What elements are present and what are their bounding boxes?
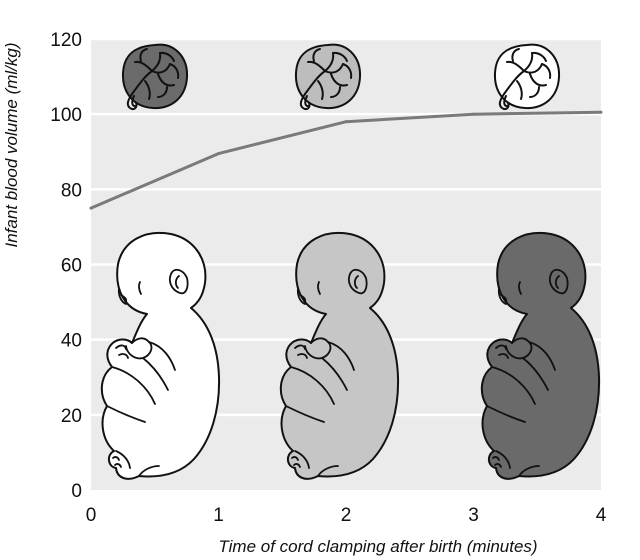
y-tick-label: 40	[61, 331, 82, 352]
x-axis-ticks: 0 1 2 3 4	[86, 505, 607, 526]
y-tick-label: 60	[61, 256, 82, 277]
infant-light-grey	[279, 231, 400, 480]
infant-white	[100, 231, 221, 480]
y-tick-label: 80	[61, 180, 82, 201]
data-point	[472, 112, 475, 116]
infant-illustrations	[100, 231, 601, 480]
y-axis-label: Infant blood volume (ml/kg)	[2, 42, 21, 247]
x-tick-label: 0	[86, 505, 97, 526]
x-tick-label: 4	[596, 505, 607, 526]
series-layer	[89, 110, 603, 210]
infant-dark-grey	[480, 231, 601, 480]
data-point	[217, 152, 220, 156]
data-point	[599, 110, 603, 114]
x-tick-label: 2	[341, 505, 352, 526]
placenta-light	[493, 43, 561, 111]
x-axis-label: Time of cord clamping after birth (minut…	[218, 537, 537, 556]
y-tick-label: 100	[50, 105, 82, 126]
x-tick-label: 1	[213, 505, 224, 526]
data-point	[89, 206, 93, 210]
x-tick-label: 3	[468, 505, 479, 526]
placenta-dark	[121, 43, 189, 111]
y-tick-label: 0	[71, 481, 82, 502]
placenta-medium	[294, 43, 362, 111]
y-axis-ticks: 0 20 40 60 80 100 120	[50, 30, 82, 502]
y-tick-label: 20	[61, 406, 82, 427]
data-point	[344, 120, 348, 124]
y-tick-label: 120	[50, 30, 82, 51]
